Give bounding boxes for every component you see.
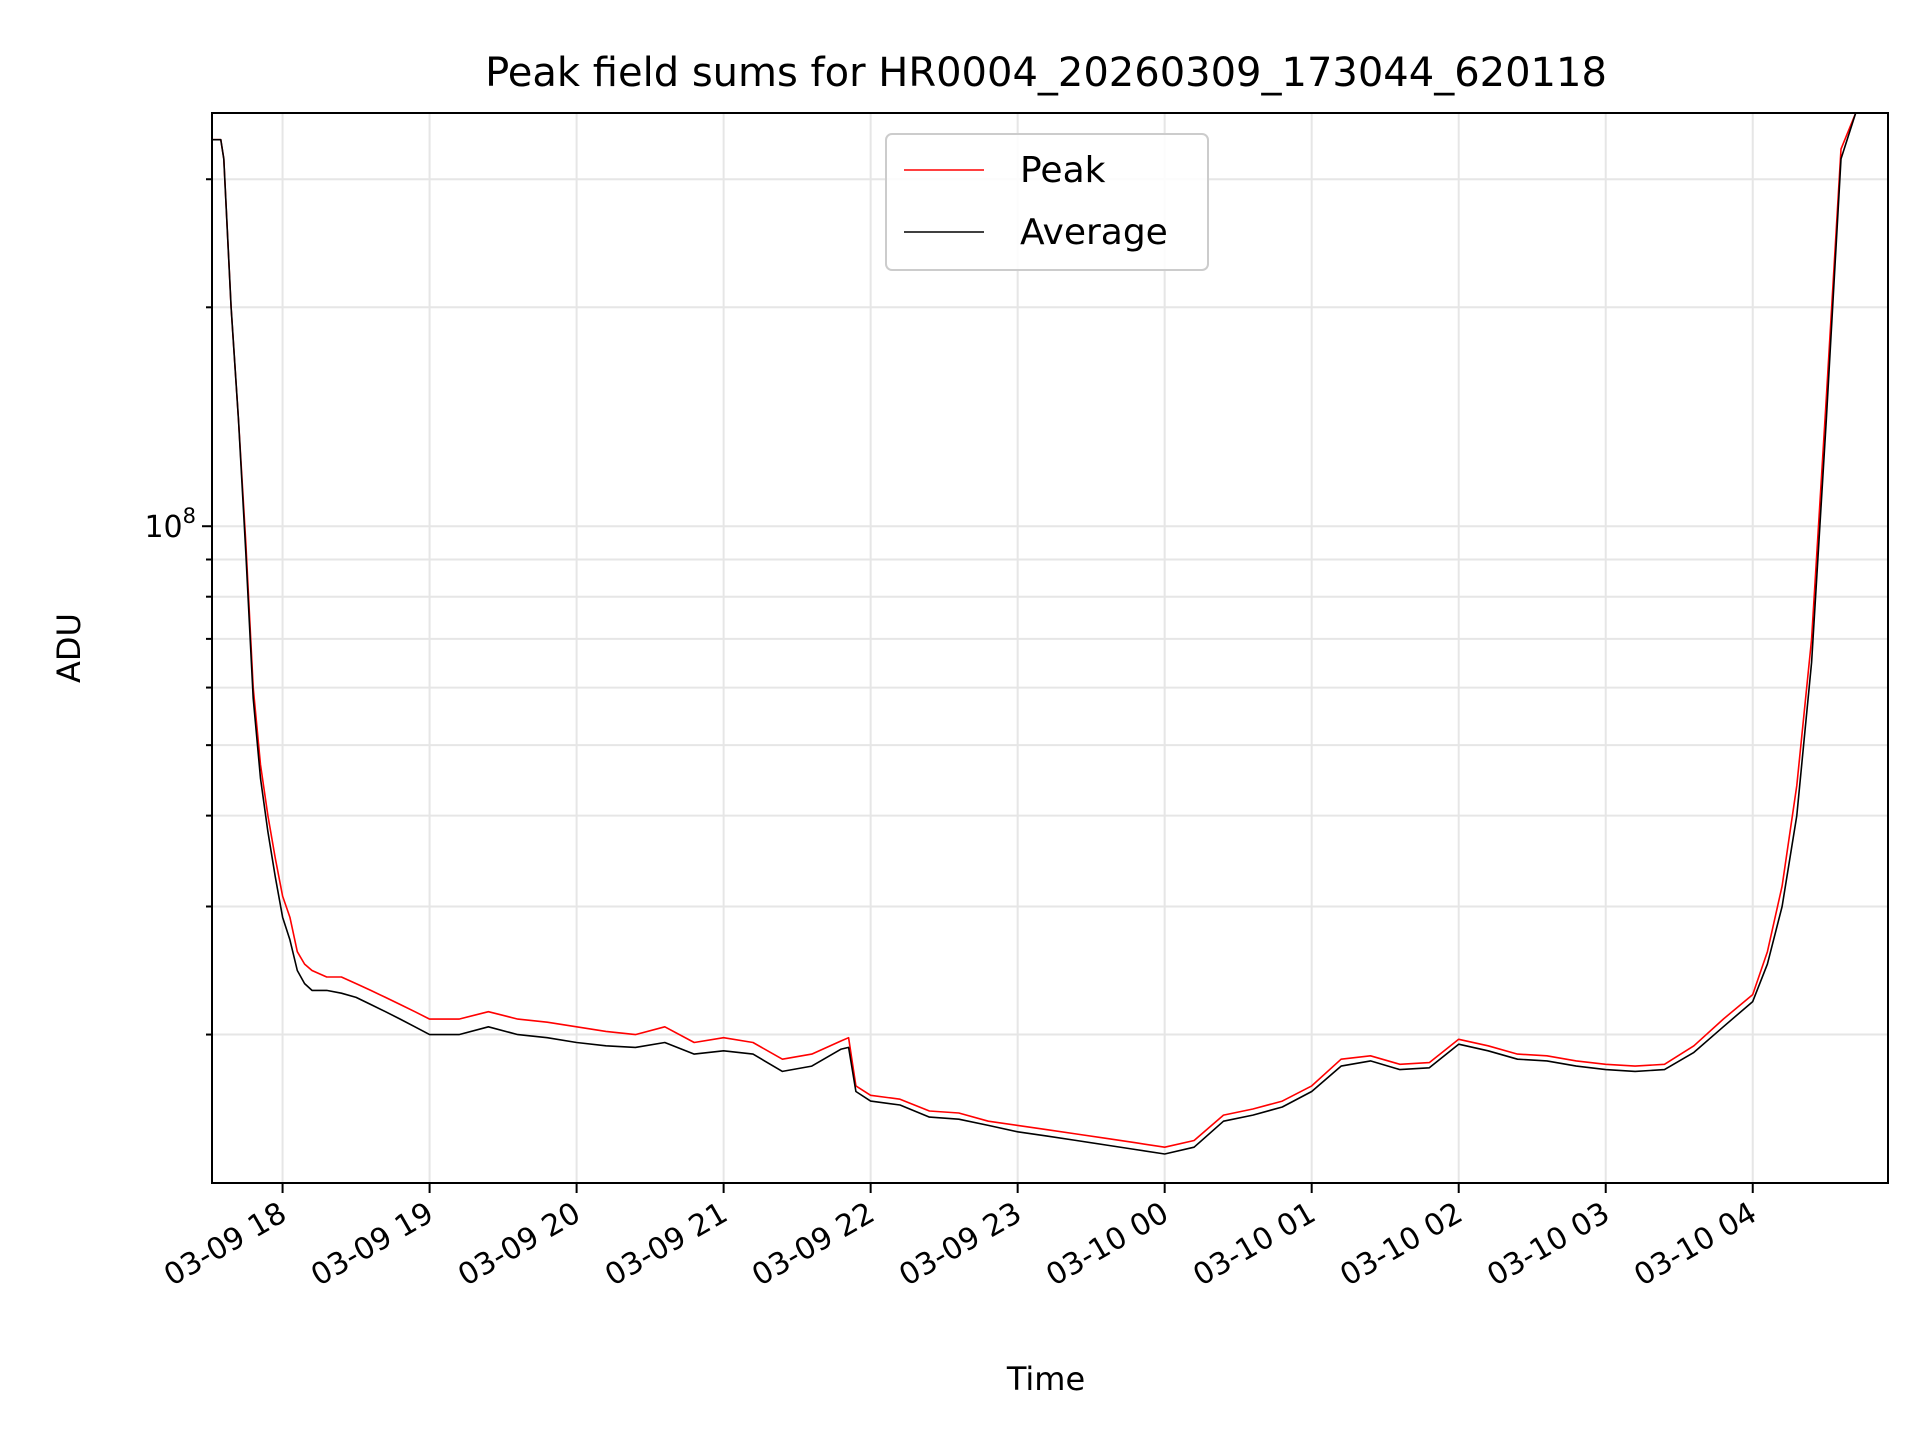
legend-box: [885, 133, 1209, 271]
series-line-peak: [212, 112, 1888, 1148]
y-axis-label: ADU: [50, 613, 88, 683]
plot-frame: [211, 112, 1889, 1184]
x-axis-label: Time: [1006, 1360, 1085, 1398]
legend-average-label: Average: [1020, 212, 1168, 253]
chart-title: Peak field sums for HR0004_20260309_1730…: [485, 50, 1607, 96]
legend-peak-label: Peak: [1020, 150, 1106, 191]
y-tick-label: 108: [144, 504, 196, 545]
legend: Peak Average: [885, 133, 1209, 271]
series-line-average: [212, 112, 1888, 1155]
series-layer: [212, 112, 1888, 1155]
